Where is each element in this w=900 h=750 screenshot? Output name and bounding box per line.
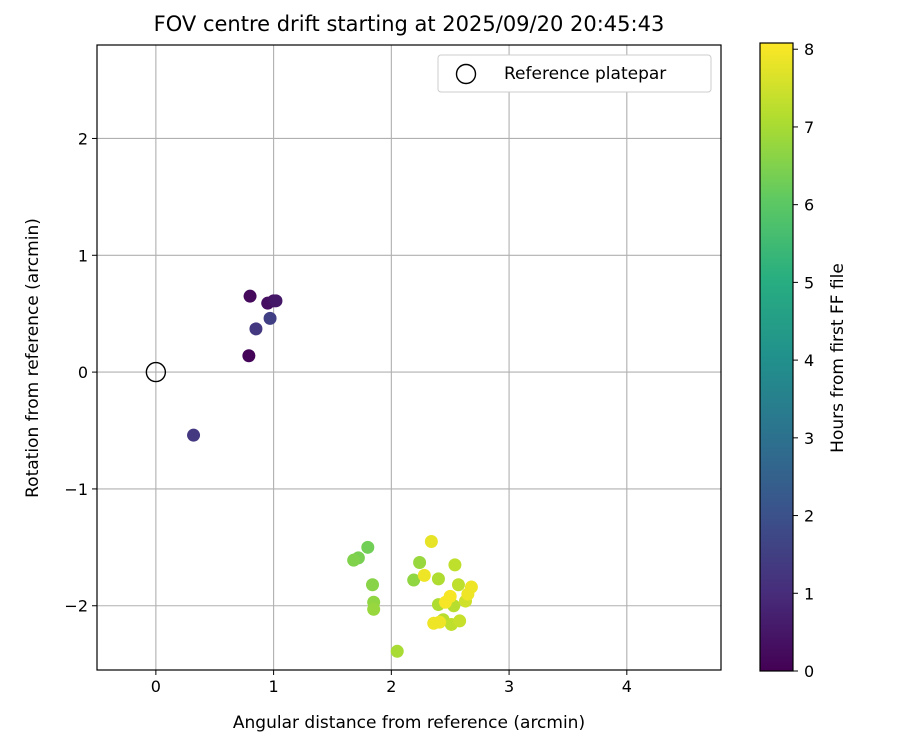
data-point (448, 558, 462, 572)
x-tick-label: 2 (386, 677, 396, 696)
legend-marker-icon (455, 63, 477, 85)
data-point (366, 578, 380, 592)
data-point (407, 573, 421, 587)
data-point (187, 428, 201, 442)
colorbar-tick-label: 6 (804, 196, 814, 215)
colorbar-gradient (759, 42, 794, 672)
x-tick-label: 4 (622, 677, 632, 696)
colorbar-tick-label: 2 (804, 507, 814, 526)
reference-layer (145, 361, 167, 383)
colorbar-tick-label: 5 (804, 273, 814, 292)
data-point (269, 294, 283, 308)
colorbar-tick-label: 8 (804, 40, 814, 59)
data-point (413, 556, 427, 570)
data-point (390, 644, 404, 658)
y-tick-label: 0 (78, 363, 88, 382)
colorbar-ticks: 0 1 2 3 4 5 6 7 8 (793, 40, 814, 681)
y-tick-label: 2 (78, 129, 88, 148)
data-point (347, 553, 361, 567)
reference-platepar-marker (145, 361, 167, 383)
legend-label: Reference platepar (504, 64, 666, 84)
colorbar-label: Hours from first FF file (828, 263, 848, 453)
colorbar-tick-label: 7 (804, 118, 814, 137)
x-tick-label: 3 (504, 677, 514, 696)
plot-frame (96, 44, 722, 671)
data-point (263, 311, 277, 325)
grid-lines (97, 45, 721, 670)
y-tick-label: −1 (64, 480, 88, 499)
legend-box (437, 54, 712, 93)
colorbar-tick-label: 4 (804, 351, 814, 370)
x-axis-ticks: 0 1 2 3 4 (151, 670, 632, 696)
x-tick-label: 1 (269, 677, 279, 696)
data-point (424, 534, 438, 548)
data-point (242, 349, 256, 363)
data-point (361, 540, 375, 554)
legend: Reference platepar (437, 54, 712, 93)
x-tick-label: 0 (151, 677, 161, 696)
chart-title: FOV centre drift starting at 2025/09/20 … (154, 12, 665, 36)
y-tick-label: −2 (64, 597, 88, 616)
data-point (464, 580, 478, 594)
data-point (453, 614, 467, 628)
x-axis-label: Angular distance from reference (arcmin) (233, 713, 585, 733)
data-points (187, 289, 478, 658)
data-point (367, 602, 381, 616)
y-axis-label: Rotation from reference (arcmin) (23, 218, 43, 498)
y-tick-label: 1 (78, 246, 88, 265)
colorbar-tick-label: 0 (804, 662, 814, 681)
data-point (243, 289, 257, 303)
colorbar-tick-label: 1 (804, 584, 814, 603)
data-point (431, 572, 445, 586)
y-axis-ticks: −2 −1 0 1 2 (64, 129, 97, 616)
data-point (443, 589, 457, 603)
colorbar-tick-label: 3 (804, 429, 814, 448)
colorbar: 0 1 2 3 4 5 6 7 8 Hours from first FF file (759, 40, 848, 681)
data-point (433, 615, 447, 629)
data-point (417, 568, 431, 582)
data-point (249, 322, 263, 336)
data-point (451, 578, 465, 592)
